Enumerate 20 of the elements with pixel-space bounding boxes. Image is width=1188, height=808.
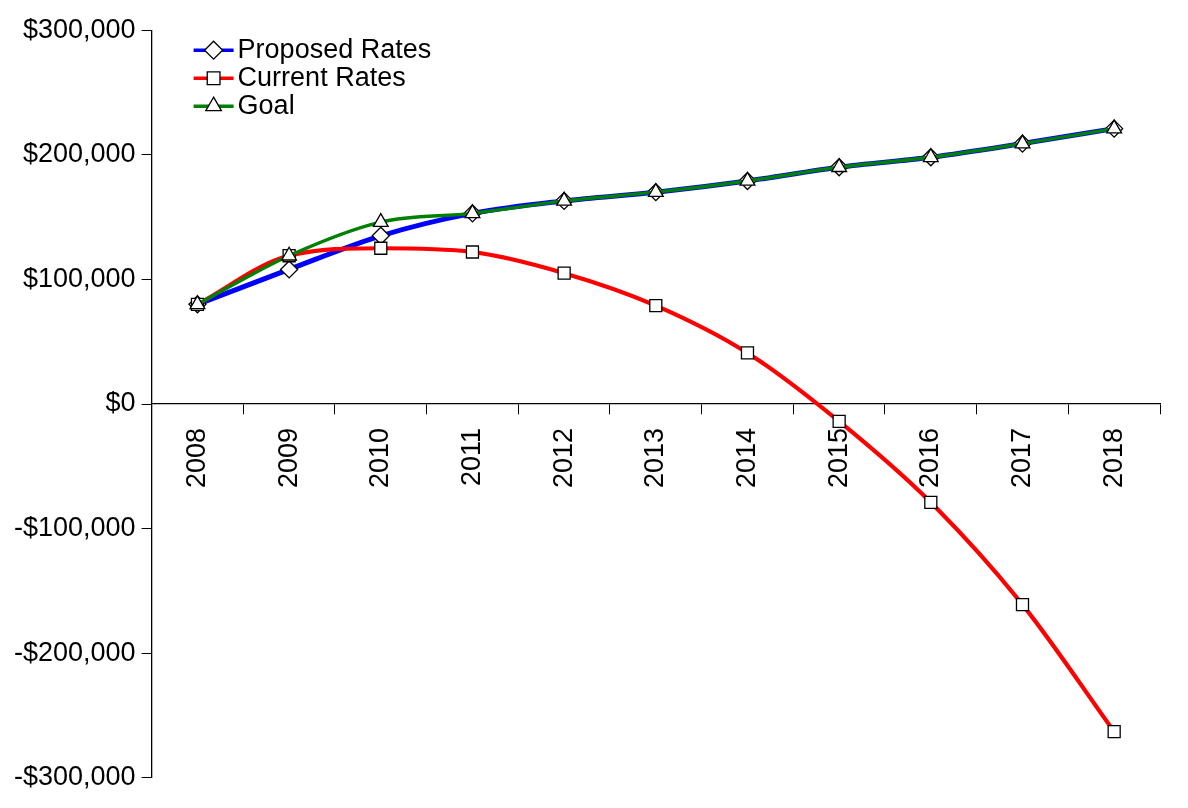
- y-tick-label: -$200,000: [14, 636, 136, 667]
- x-tick-label: 2017: [1005, 428, 1036, 489]
- x-tick-label: 2009: [272, 428, 303, 489]
- x-tick-label: 2014: [730, 428, 761, 489]
- x-tick-label: 2012: [547, 428, 578, 489]
- y-tick-label: $200,000: [22, 138, 136, 169]
- legend-label: Proposed Rates: [237, 33, 432, 64]
- x-tick-label: 2011: [455, 428, 486, 487]
- y-tick-label: $0: [105, 387, 136, 418]
- x-tick-label: 2013: [639, 428, 670, 489]
- y-tick-label: -$100,000: [14, 512, 136, 543]
- x-tick-label: 2010: [364, 428, 395, 489]
- x-tick-label: 2018: [1097, 428, 1128, 489]
- x-tick-label: 2016: [914, 428, 945, 489]
- y-tick-label: $100,000: [22, 262, 136, 293]
- x-tick-label: 2008: [180, 428, 211, 489]
- y-tick-label: -$300,000: [14, 761, 136, 792]
- x-tick-label: 2015: [822, 428, 853, 489]
- y-tick-label: $300,000: [22, 13, 136, 44]
- legend-label: Goal: [237, 89, 295, 120]
